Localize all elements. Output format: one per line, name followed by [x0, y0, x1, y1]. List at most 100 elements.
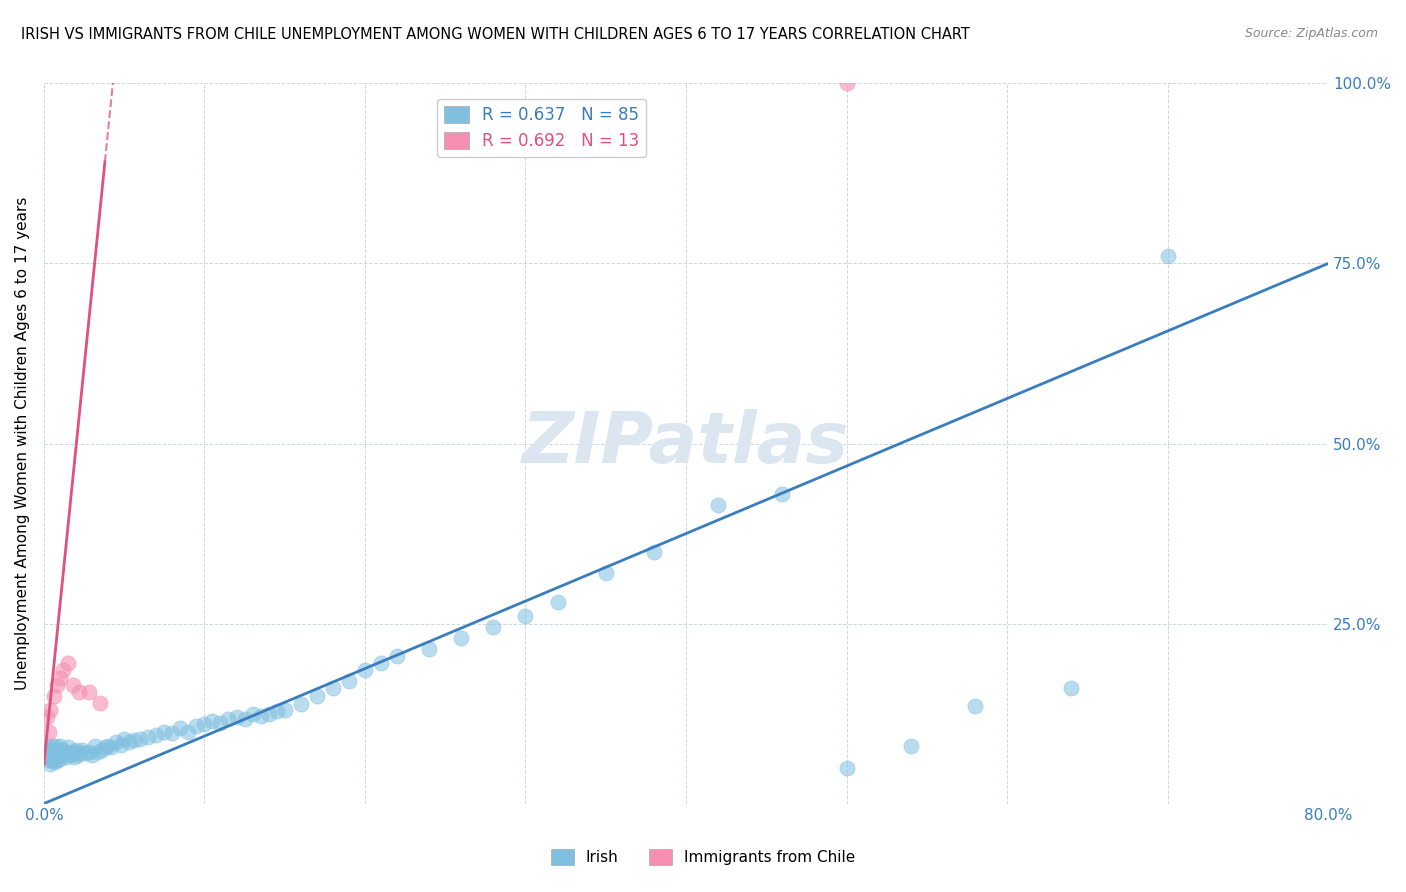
- Point: [482, 620, 505, 634]
- Point: [66, 747, 89, 762]
- Point: [49, 752, 72, 766]
- Point: [1156, 249, 1178, 263]
- Point: [129, 731, 152, 746]
- Point: [84, 739, 107, 753]
- Point: [90, 742, 112, 756]
- Point: [418, 641, 440, 656]
- Point: [136, 731, 159, 745]
- Point: [62, 678, 84, 692]
- Point: [963, 699, 986, 714]
- Point: [547, 595, 569, 609]
- Legend: R = 0.637   N = 85, R = 0.692   N = 13: R = 0.637 N = 85, R = 0.692 N = 13: [437, 99, 647, 157]
- Y-axis label: Unemployment Among Women with Children Ages 6 to 17 years: Unemployment Among Women with Children A…: [15, 197, 30, 690]
- Point: [55, 749, 77, 764]
- Point: [72, 742, 94, 756]
- Point: [35, 710, 58, 724]
- Point: [38, 724, 60, 739]
- Point: [58, 746, 80, 760]
- Point: [44, 755, 66, 769]
- Point: [201, 714, 224, 728]
- Text: Source: ZipAtlas.com: Source: ZipAtlas.com: [1244, 27, 1378, 40]
- Point: [45, 742, 67, 756]
- Point: [370, 656, 392, 670]
- Point: [835, 761, 858, 775]
- Point: [707, 498, 730, 512]
- Point: [41, 753, 63, 767]
- Point: [63, 749, 86, 764]
- Point: [193, 717, 215, 731]
- Point: [67, 746, 90, 760]
- Point: [835, 77, 858, 91]
- Point: [273, 703, 295, 717]
- Point: [77, 745, 100, 759]
- Point: [218, 712, 240, 726]
- Point: [56, 740, 79, 755]
- Point: [42, 742, 65, 756]
- Point: [257, 706, 280, 721]
- Point: [89, 696, 111, 710]
- Point: [52, 664, 75, 678]
- Point: [45, 678, 67, 692]
- Point: [900, 739, 922, 753]
- Point: [39, 757, 62, 772]
- Point: [62, 745, 84, 759]
- Point: [87, 745, 110, 759]
- Point: [1060, 681, 1083, 696]
- Point: [305, 689, 328, 703]
- Point: [65, 742, 87, 756]
- Point: [38, 746, 60, 760]
- Point: [52, 747, 75, 762]
- Point: [169, 721, 191, 735]
- Point: [322, 681, 344, 696]
- Point: [337, 674, 360, 689]
- Point: [49, 739, 72, 753]
- Point: [35, 739, 58, 753]
- Point: [100, 740, 122, 755]
- Point: [38, 753, 60, 767]
- Point: [56, 656, 79, 670]
- Point: [39, 703, 62, 717]
- Point: [77, 685, 100, 699]
- Point: [643, 544, 665, 558]
- Point: [34, 742, 56, 756]
- Point: [49, 671, 72, 685]
- Point: [75, 746, 97, 760]
- Point: [122, 733, 145, 747]
- Point: [266, 705, 288, 719]
- Point: [97, 739, 120, 753]
- Point: [45, 753, 67, 767]
- Point: [41, 739, 63, 753]
- Point: [145, 728, 167, 742]
- Point: [242, 706, 264, 721]
- Point: [354, 664, 377, 678]
- Point: [80, 747, 103, 762]
- Point: [67, 685, 90, 699]
- Point: [249, 708, 271, 723]
- Point: [35, 749, 58, 764]
- Point: [110, 738, 132, 752]
- Point: [42, 753, 65, 767]
- Point: [290, 698, 312, 712]
- Point: [112, 731, 135, 746]
- Point: [51, 742, 73, 756]
- Point: [162, 726, 184, 740]
- Text: IRISH VS IMMIGRANTS FROM CHILE UNEMPLOYMENT AMONG WOMEN WITH CHILDREN AGES 6 TO : IRISH VS IMMIGRANTS FROM CHILE UNEMPLOYM…: [21, 27, 970, 42]
- Point: [177, 724, 200, 739]
- Point: [94, 740, 117, 755]
- Point: [42, 689, 65, 703]
- Legend: Irish, Immigrants from Chile: Irish, Immigrants from Chile: [544, 843, 862, 871]
- Point: [153, 724, 176, 739]
- Point: [60, 747, 83, 762]
- Point: [515, 609, 537, 624]
- Point: [46, 746, 69, 760]
- Point: [770, 487, 793, 501]
- Point: [39, 742, 62, 756]
- Text: ZIPatlas: ZIPatlas: [522, 409, 849, 478]
- Point: [209, 715, 232, 730]
- Point: [186, 719, 208, 733]
- Point: [595, 566, 617, 581]
- Point: [450, 631, 472, 645]
- Point: [53, 745, 76, 759]
- Point: [105, 735, 128, 749]
- Point: [385, 648, 408, 663]
